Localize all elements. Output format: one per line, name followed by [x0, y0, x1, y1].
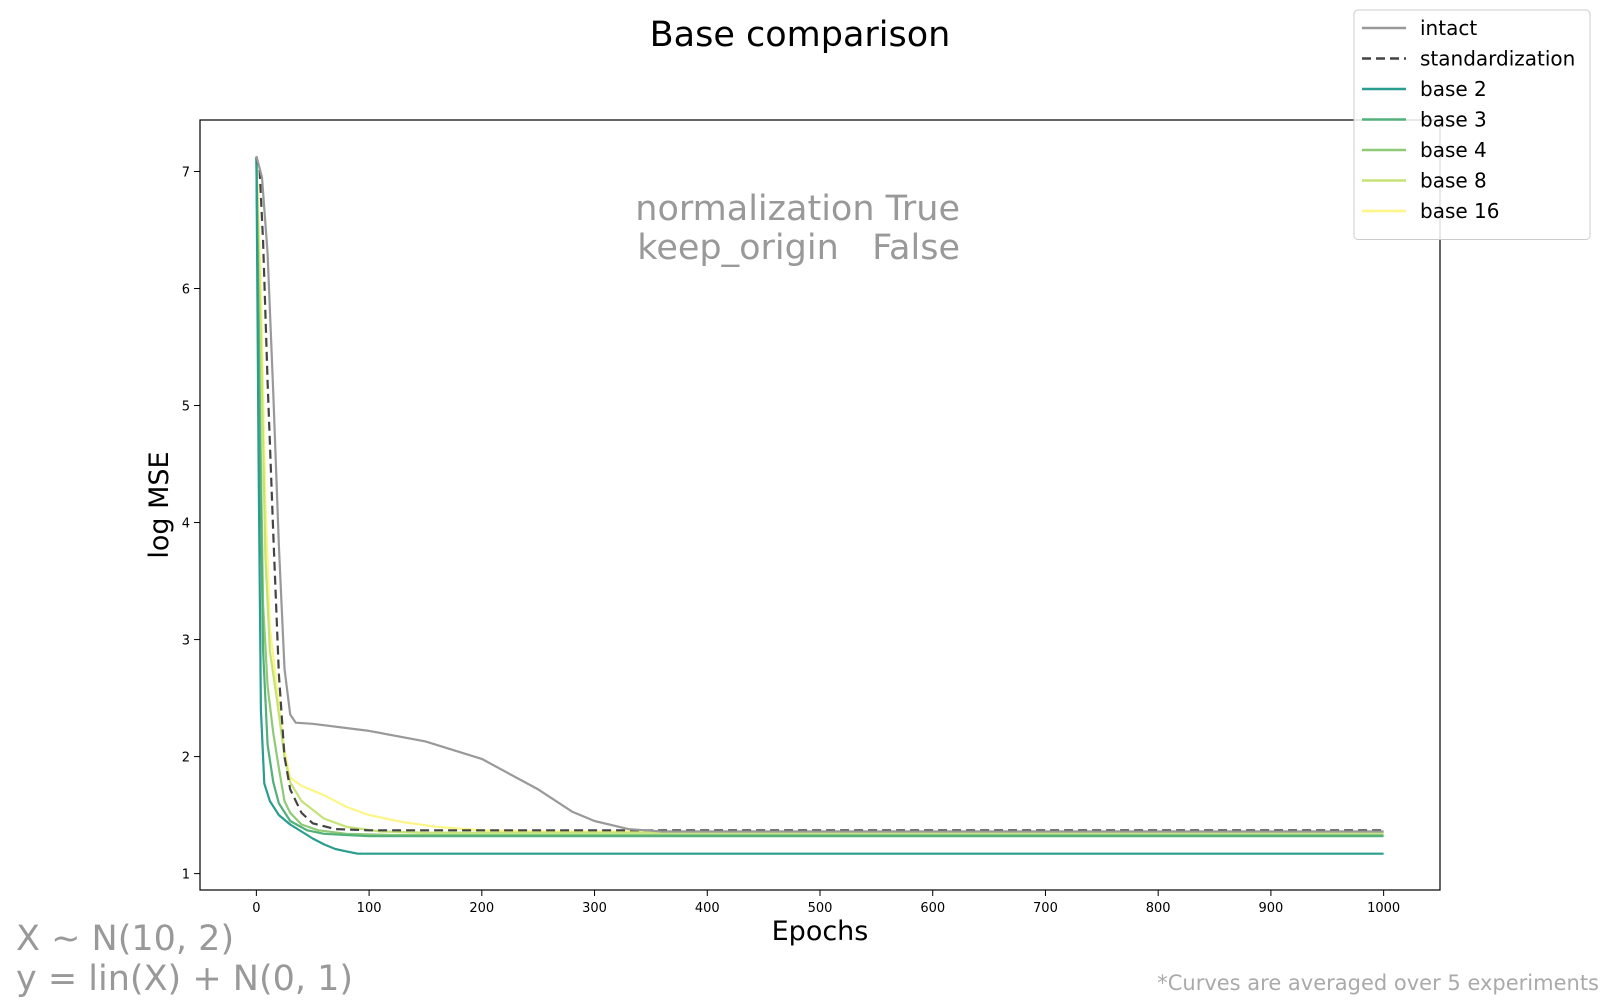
- chart-title: Base comparison: [650, 15, 951, 55]
- series-line-intact: [255, 156, 1384, 833]
- series-line-standardization: [255, 156, 1384, 832]
- y-tick-label: 1: [182, 868, 190, 883]
- series-line-base-16: [255, 157, 1384, 833]
- x-tick-label: 500: [808, 901, 833, 916]
- footnote: *Curves are averaged over 5 experiments: [1157, 971, 1599, 995]
- series-line-base-3: [255, 157, 1384, 838]
- y-tick-label: 2: [182, 751, 190, 766]
- x-tick-label: 100: [357, 901, 382, 916]
- y-tick-label: 3: [182, 634, 190, 649]
- x-tick-label: 700: [1033, 901, 1058, 916]
- y-tick-label: 4: [182, 517, 190, 532]
- y-tick-label: 6: [182, 283, 190, 298]
- x-tick-label: 900: [1258, 901, 1283, 916]
- annotation-line-1: normalization True: [635, 189, 960, 229]
- legend-label: base 16: [1420, 199, 1499, 223]
- legend-label: intact: [1420, 16, 1477, 40]
- annotation-line-2: keep_origin False: [637, 228, 960, 268]
- legend-box: [1353, 9, 1591, 240]
- formula-line-2: y = lin(X) + N(0, 1): [16, 959, 353, 999]
- y-tick-label: 5: [182, 400, 190, 415]
- legend-label: base 4: [1420, 138, 1487, 162]
- legend: intact standardization base 2 base 3 base 4 b…: [1353, 9, 1591, 240]
- x-axis-label: Epochs: [772, 916, 869, 947]
- x-tick-label: 600: [920, 901, 945, 916]
- x-tick-label: 0: [252, 901, 260, 916]
- legend-label: base 3: [1420, 108, 1487, 132]
- legend-label: base 2: [1420, 77, 1487, 101]
- legend-label: base 8: [1420, 169, 1487, 193]
- x-tick-label: 800: [1146, 901, 1171, 916]
- x-tick-label: 400: [695, 901, 720, 916]
- x-tick-label: 1000: [1367, 901, 1400, 916]
- series-line-base-2: [255, 157, 1384, 855]
- y-axis-label: log MSE: [144, 451, 175, 558]
- y-tick-label: 7: [182, 165, 190, 180]
- x-tick-label: 200: [469, 901, 494, 916]
- series-line-base-8: [255, 157, 1384, 834]
- x-tick-label: 300: [582, 901, 607, 916]
- legend-label: standardization: [1420, 47, 1575, 71]
- formula-line-1: X ~ N(10, 2): [16, 919, 234, 959]
